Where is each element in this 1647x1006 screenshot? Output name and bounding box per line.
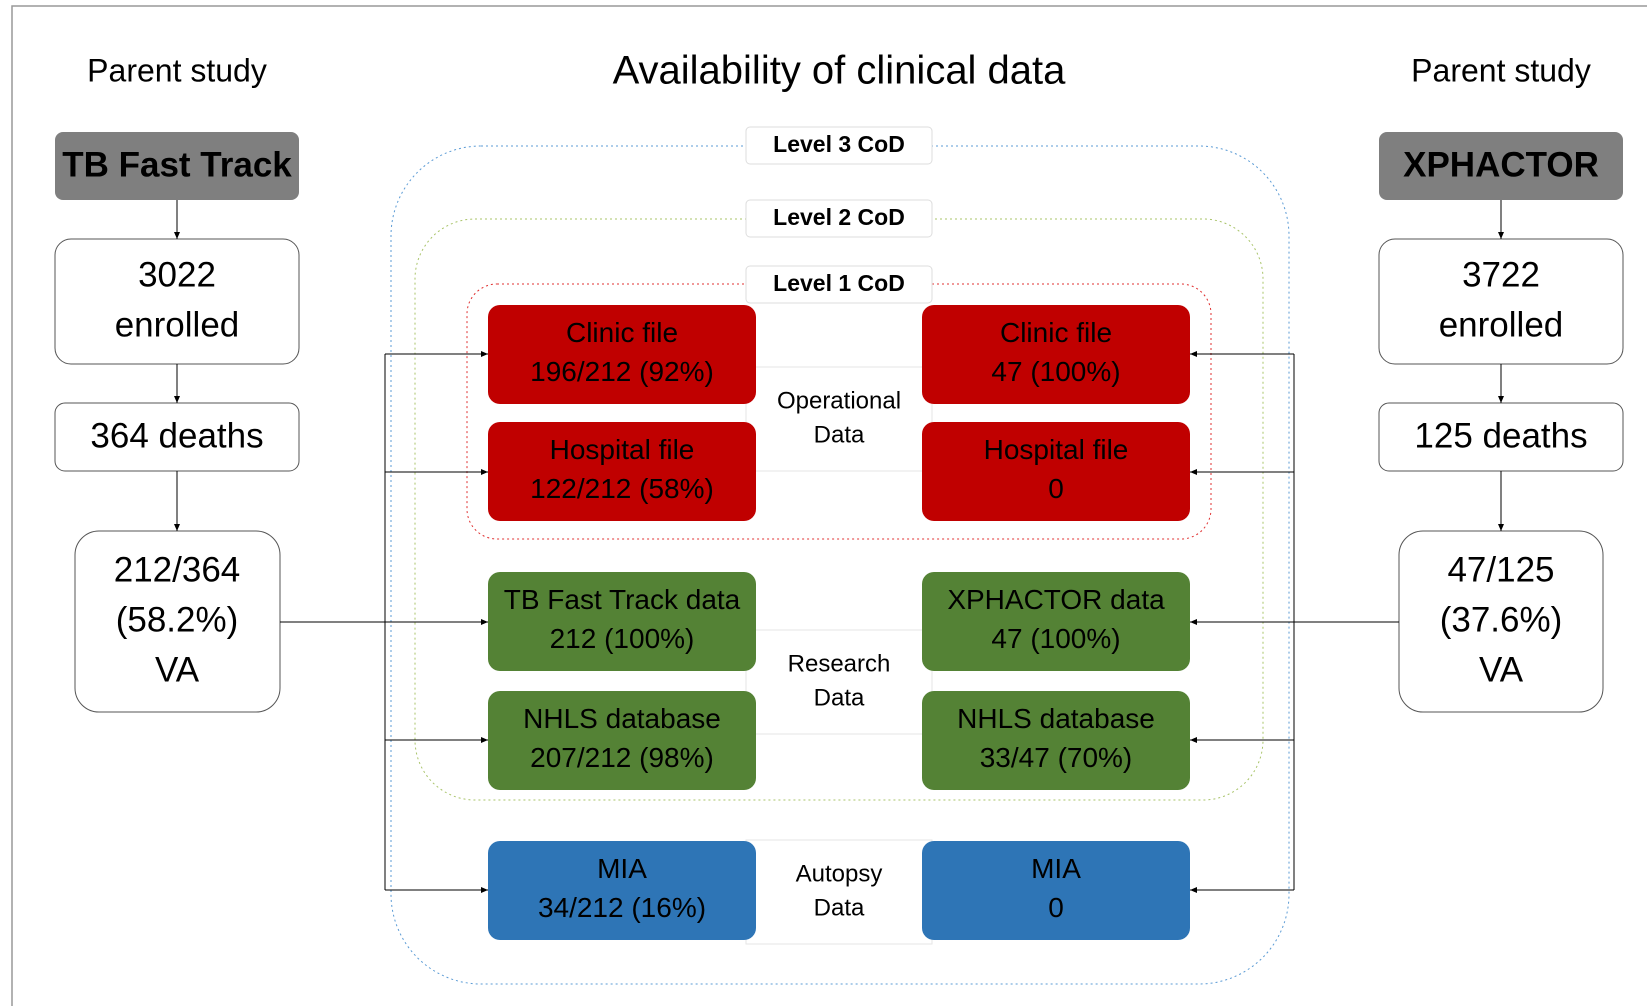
level-label: Level 3 CoD (773, 131, 905, 157)
data-box-text: TB Fast Track data (504, 584, 741, 615)
data-box (488, 691, 756, 790)
va-text: 47/125 (1447, 550, 1554, 589)
data-box-text: 47 (100%) (991, 356, 1120, 387)
va-text: VA (155, 650, 200, 689)
data-box-text: NHLS database (957, 703, 1155, 734)
study-box (55, 132, 299, 200)
data-box (488, 841, 756, 940)
category-box (745, 839, 933, 945)
va-text: (58.2%) (116, 600, 239, 639)
level-2-frame (414, 218, 1264, 801)
enrolled-text: 3722 (1462, 255, 1540, 294)
data-box-text: XPHACTOR data (947, 584, 1165, 615)
level-3-frame (390, 145, 1290, 985)
data-box-text: 34/212 (16%) (538, 892, 706, 923)
data-box-text: 122/212 (58%) (530, 473, 714, 504)
category-box (745, 629, 933, 735)
study-name: TB Fast Track (62, 145, 292, 184)
title: Availability of clinical data (613, 49, 1067, 93)
study-name: XPHACTOR (1403, 145, 1599, 184)
data-box (922, 305, 1190, 404)
study-box (1379, 132, 1623, 200)
parent-heading: Parent study (1411, 52, 1591, 88)
deaths-text: 125 deaths (1414, 416, 1587, 455)
category-label: Data (814, 684, 865, 711)
data-box-text: Clinic file (1000, 317, 1112, 348)
frame (11, 5, 1647, 1006)
enrolled-text: enrolled (1439, 305, 1564, 344)
level-label-box (745, 265, 933, 304)
data-box-text: 212 (100%) (550, 623, 695, 654)
data-box (488, 572, 756, 671)
category-label: Data (814, 894, 865, 921)
level-label-box (745, 126, 933, 165)
enrolled-text: enrolled (115, 305, 240, 344)
data-box (488, 305, 756, 404)
level-label: Level 1 CoD (773, 270, 905, 296)
data-box-text: NHLS database (523, 703, 721, 734)
category-label: Data (814, 421, 865, 448)
data-box-text: 0 (1048, 473, 1064, 504)
data-box (922, 841, 1190, 940)
enrolled-text: 3022 (138, 255, 216, 294)
level-label: Level 2 CoD (773, 204, 905, 230)
data-box-text: Hospital file (984, 434, 1129, 465)
va-text: VA (1479, 650, 1524, 689)
data-box-text: 0 (1048, 892, 1064, 923)
category-box (745, 366, 933, 472)
data-box-text: Clinic file (566, 317, 678, 348)
data-box-text: Hospital file (550, 434, 695, 465)
category-label: Research (788, 650, 891, 677)
va-text: 212/364 (114, 550, 241, 589)
deaths-text: 364 deaths (90, 416, 263, 455)
data-box-text: 207/212 (98%) (530, 742, 714, 773)
category-label: Operational (777, 387, 901, 414)
level-label-box (745, 199, 933, 238)
data-box-text: 33/47 (70%) (980, 742, 1133, 773)
parent-heading: Parent study (87, 52, 267, 88)
data-box (488, 422, 756, 521)
va-text: (37.6%) (1440, 600, 1563, 639)
data-box-text: 196/212 (92%) (530, 356, 714, 387)
data-box (922, 422, 1190, 521)
data-box-text: 47 (100%) (991, 623, 1120, 654)
data-box (922, 691, 1190, 790)
data-box (922, 572, 1190, 671)
data-box-text: MIA (1031, 853, 1081, 884)
data-box-text: MIA (597, 853, 647, 884)
category-label: Autopsy (796, 860, 883, 887)
